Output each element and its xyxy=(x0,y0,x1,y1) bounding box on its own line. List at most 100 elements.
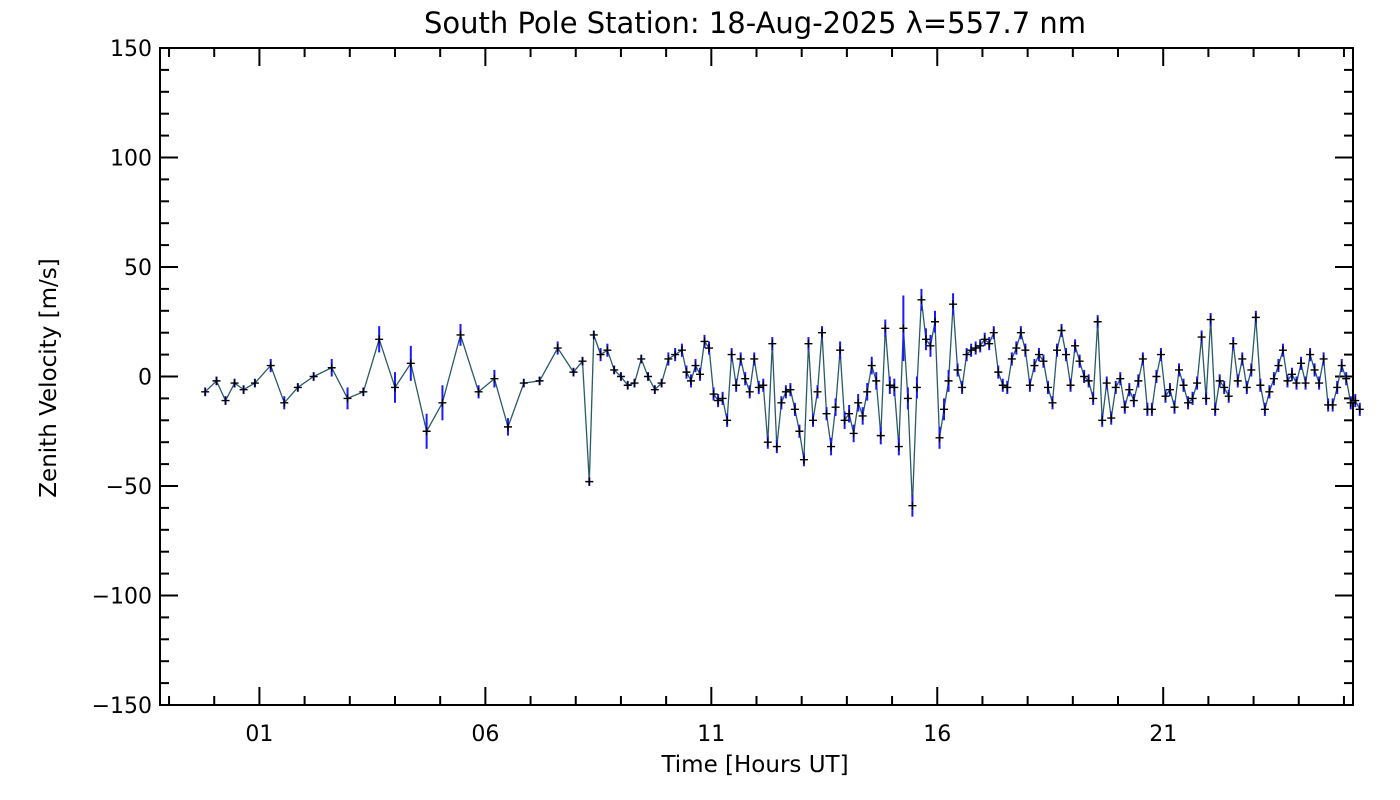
data-point xyxy=(230,379,239,388)
data-point xyxy=(1251,313,1260,322)
data-point xyxy=(221,396,230,405)
data-point xyxy=(1287,370,1296,379)
data-markers xyxy=(201,295,1364,510)
data-point xyxy=(813,387,822,396)
data-point xyxy=(750,354,759,363)
y-tick-label: −150 xyxy=(92,694,152,719)
data-point xyxy=(589,330,598,339)
data-point xyxy=(1247,365,1256,374)
data-point xyxy=(375,335,384,344)
data-point xyxy=(1138,354,1147,363)
data-point xyxy=(976,341,985,350)
data-point xyxy=(754,383,763,392)
data-point xyxy=(854,398,863,407)
data-point xyxy=(1238,354,1247,363)
data-point xyxy=(971,344,980,353)
data-point xyxy=(1025,381,1034,390)
data-point xyxy=(949,300,958,309)
data-point xyxy=(1084,376,1093,385)
data-point xyxy=(610,365,619,374)
data-point xyxy=(885,381,894,390)
data-point xyxy=(777,398,786,407)
data-point xyxy=(840,416,849,425)
data-point xyxy=(1098,416,1107,425)
data-point xyxy=(1211,405,1220,414)
data-point xyxy=(1152,372,1161,381)
x-tick-label: 21 xyxy=(1149,722,1177,747)
data-point xyxy=(1147,405,1156,414)
data-point xyxy=(772,442,781,451)
data-point xyxy=(827,442,836,451)
data-point xyxy=(908,501,917,510)
data-point xyxy=(953,365,962,374)
y-tick-label: 100 xyxy=(110,147,152,172)
x-tick-label: 06 xyxy=(471,722,499,747)
data-point xyxy=(930,317,939,326)
data-point xyxy=(1170,403,1179,412)
data-point xyxy=(1310,365,1319,374)
data-point xyxy=(1012,344,1021,353)
data-point xyxy=(872,376,881,385)
data-point xyxy=(686,376,695,385)
data-point xyxy=(1129,396,1138,405)
data-point xyxy=(637,354,646,363)
data-point xyxy=(700,337,709,346)
data-point xyxy=(1297,359,1306,368)
data-point xyxy=(1202,394,1211,403)
data-point xyxy=(1274,361,1283,370)
data-point xyxy=(994,368,1003,377)
data-point xyxy=(630,379,639,388)
data-point xyxy=(1053,346,1062,355)
data-point xyxy=(795,427,804,436)
data-point xyxy=(696,370,705,379)
data-point xyxy=(967,346,976,355)
data-point xyxy=(293,383,302,392)
data-point xyxy=(917,295,926,304)
data-point xyxy=(1355,405,1364,414)
data-point xyxy=(1188,394,1197,403)
data-point xyxy=(1206,315,1215,324)
data-point xyxy=(406,359,415,368)
chart-title: South Pole Station: 18-Aug-2025 λ=557.7 … xyxy=(424,6,1086,40)
data-point xyxy=(921,335,930,344)
data-point xyxy=(944,376,953,385)
data-point xyxy=(682,368,691,377)
data-point xyxy=(1156,350,1165,359)
data-point xyxy=(456,330,465,339)
data-point xyxy=(759,381,768,390)
data-point xyxy=(623,381,632,390)
data-point xyxy=(799,455,808,464)
data-point xyxy=(935,433,944,442)
data-point xyxy=(1048,398,1057,407)
data-point xyxy=(1125,385,1134,394)
data-point xyxy=(596,350,605,359)
y-tick-label: −100 xyxy=(92,585,152,610)
data-point xyxy=(266,361,275,370)
data-point xyxy=(603,346,612,355)
data-point xyxy=(732,381,741,390)
data-point xyxy=(438,398,447,407)
data-point xyxy=(239,385,248,394)
data-point xyxy=(201,387,210,396)
data-point xyxy=(962,350,971,359)
data-point xyxy=(1315,379,1324,388)
data-point xyxy=(881,324,890,333)
data-point xyxy=(1179,381,1188,390)
data-point xyxy=(926,341,935,350)
data-point xyxy=(1066,381,1075,390)
y-tick-label: 50 xyxy=(124,256,152,281)
data-point xyxy=(327,363,336,372)
data-point xyxy=(490,374,499,383)
data-point xyxy=(1093,317,1102,326)
data-point xyxy=(390,383,399,392)
data-point xyxy=(677,346,686,355)
data-point xyxy=(503,422,512,431)
data-point xyxy=(1134,376,1143,385)
data-point xyxy=(1039,357,1048,366)
data-point xyxy=(1184,398,1193,407)
data-point xyxy=(1306,350,1315,359)
data-point xyxy=(1337,361,1346,370)
data-point xyxy=(727,350,736,359)
